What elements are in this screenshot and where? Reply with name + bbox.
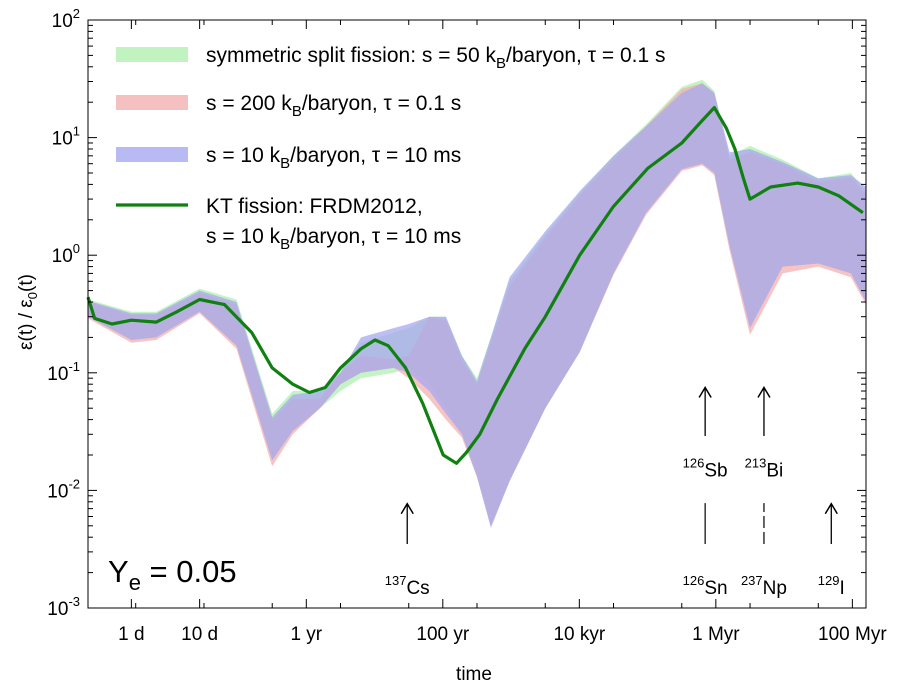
legend-sub: B xyxy=(280,236,290,253)
legend-sub: B xyxy=(292,103,302,120)
y-tick-label: 101 xyxy=(52,124,80,150)
legend-label-2: s = 200 kB/baryon, τ = 0.1 s xyxy=(206,92,461,120)
ye-label-base: Y xyxy=(108,554,129,589)
legend-text: /baryon, τ = 0.1 s xyxy=(302,92,461,115)
annotation-label-np237: 237Np xyxy=(741,573,787,599)
legend-text: /baryon, τ = 10 ms xyxy=(290,225,461,248)
legend-sub: B xyxy=(280,155,290,172)
y-tick-exp: -2 xyxy=(68,476,80,491)
annotation-element: Cs xyxy=(406,578,429,599)
annotation-label-i129: 129I xyxy=(818,573,845,599)
annotation-element: Sb xyxy=(704,460,727,481)
y-tick-base: 10 xyxy=(47,599,68,620)
y-tick-exp: 1 xyxy=(73,124,80,139)
annotation-mass: 126 xyxy=(683,455,705,470)
x-tick-label: 10 kyr xyxy=(553,624,605,645)
x-axis-label: time xyxy=(456,664,492,685)
legend-text: s = 10 k xyxy=(206,225,281,248)
annotation-element: I xyxy=(839,578,844,599)
legend-text: s = 200 k xyxy=(206,92,292,115)
y-axis-label-tail: (t) xyxy=(16,274,37,292)
y-tick-base: 10 xyxy=(47,364,68,385)
legend-label-3: s = 10 kB/baryon, τ = 10 ms xyxy=(206,144,461,172)
legend-text: /baryon, τ = 10 ms xyxy=(290,144,461,167)
annotation-mass: 237 xyxy=(741,573,763,588)
y-tick-exp: 2 xyxy=(73,6,80,21)
y-tick-base: 10 xyxy=(52,246,73,267)
series-line-kt-fission xyxy=(86,105,864,465)
ye-label-sub: e xyxy=(129,570,141,595)
y-tick-label: 102 xyxy=(52,6,80,32)
annotation-mass: 126 xyxy=(683,573,705,588)
y-tick-base: 10 xyxy=(47,481,68,502)
x-tick-label: 1 Myr xyxy=(692,624,740,645)
annotation-label-sb126: 126Sb xyxy=(683,455,728,481)
annotation-element: Bi xyxy=(766,460,783,481)
x-tick-label: 1 yr xyxy=(290,624,322,645)
ye-label-tail: = 0.05 xyxy=(141,554,237,589)
y-tick-exp: -1 xyxy=(68,359,80,374)
annotation-element: Sn xyxy=(704,578,727,599)
legend-swatch-2 xyxy=(116,95,188,110)
annotation-label-cs137: 137Cs xyxy=(385,573,430,599)
annotation-arrowhead-bi213 xyxy=(757,386,771,398)
annotation-mass: 129 xyxy=(818,573,840,588)
legend-swatch-3 xyxy=(116,147,188,162)
legend-sub: B xyxy=(496,55,506,72)
annotation-arrowhead-sb126 xyxy=(698,386,712,398)
x-tick-label: 1 d xyxy=(118,624,144,645)
y-axis-label-sub: 0 xyxy=(25,292,40,299)
legend-label-1: symmetric split fission: s = 50 kB/baryo… xyxy=(206,44,665,72)
annotation-label-sn126: 126Sn xyxy=(683,573,728,599)
annotation-mass: 137 xyxy=(385,573,407,588)
ye-label: Ye = 0.05 xyxy=(108,554,237,595)
y-tick-label: 100 xyxy=(52,241,80,267)
legend-text: /baryon, τ = 0.1 s xyxy=(506,44,665,67)
legend-label-line-2: s = 10 kB/baryon, τ = 10 ms xyxy=(206,225,461,253)
x-tick-label: 100 Myr xyxy=(818,624,887,645)
y-axis-label: ε(t) / ε0(t) xyxy=(16,274,40,350)
bands-layer xyxy=(88,79,866,528)
legend: symmetric split fission: s = 50 kB/baryo… xyxy=(116,44,665,253)
annotation-arrowhead-cs137 xyxy=(400,502,414,515)
annotation-mass: 213 xyxy=(745,455,767,470)
x-tick-label: 10 d xyxy=(181,624,218,645)
legend-label-line-1: KT fission: FRDM2012, xyxy=(206,195,423,218)
annotation-arrowhead-i129 xyxy=(824,502,838,515)
y-tick-base: 10 xyxy=(52,129,73,150)
y-tick-base: 10 xyxy=(52,11,73,32)
y-tick-exp: -3 xyxy=(68,594,80,609)
y-tick-label: 10-2 xyxy=(47,476,80,502)
annotation-label-bi213: 213Bi xyxy=(745,455,784,481)
y-axis-label-base: ε(t) / ε xyxy=(16,299,37,350)
y-tick-label: 10-1 xyxy=(47,359,80,385)
y-tick-exp: 0 xyxy=(73,241,80,256)
lines-layer xyxy=(86,105,864,465)
legend-text: s = 10 k xyxy=(206,144,281,167)
y-tick-label: 10-3 xyxy=(47,594,80,620)
legend-text: symmetric split fission: s = 50 k xyxy=(206,44,496,67)
series-band-3 xyxy=(88,83,866,528)
x-tick-label: 100 yr xyxy=(416,624,469,645)
annotation-element: Np xyxy=(763,578,787,599)
legend-swatch-1 xyxy=(116,47,188,62)
